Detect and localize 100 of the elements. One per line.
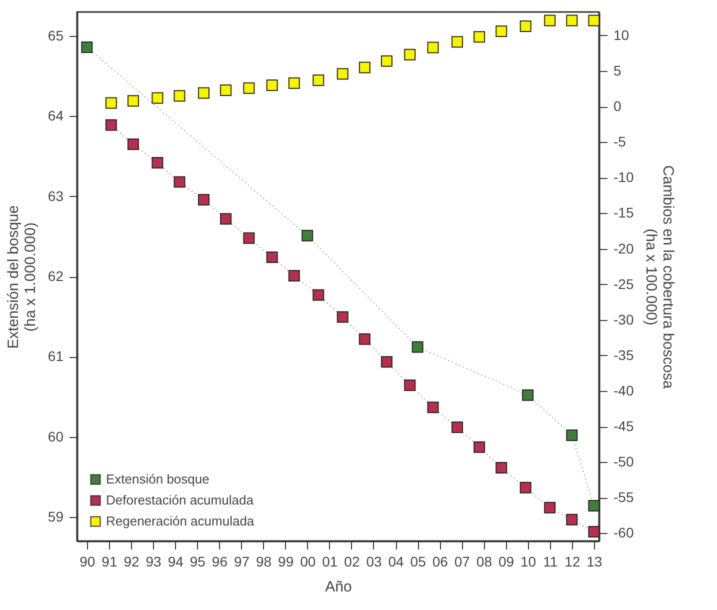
point (588, 500, 600, 512)
x-tick-label: 91 (102, 554, 118, 570)
y2-tick-label: -50 (614, 454, 634, 470)
point (496, 25, 508, 37)
y2-tick-label: -25 (614, 276, 634, 292)
point (520, 482, 532, 494)
y2-tick-label: 0 (614, 98, 622, 114)
point (544, 502, 556, 514)
point (81, 42, 93, 54)
x-tick-label: 12 (564, 554, 580, 570)
y2-axis-title: Cambios en la cobertura boscosa (ha x 100.000) (642, 165, 677, 390)
point (220, 213, 232, 225)
x-tick-label: 00 (300, 554, 316, 570)
x-tick-label: 13 (586, 554, 602, 570)
y-tick-label: 60 (48, 428, 64, 444)
point (452, 421, 463, 433)
x-tick-label: 94 (168, 554, 184, 570)
point (312, 74, 324, 86)
point (266, 252, 278, 264)
legend-label: Extensión bosque (106, 472, 210, 486)
y-tick-label: 64 (48, 108, 64, 124)
x-tick-label: 90 (80, 554, 96, 570)
y2-tick-label: -60 (614, 524, 634, 541)
point (198, 87, 210, 99)
point (312, 289, 324, 301)
y-tick-label: 61 (48, 348, 64, 364)
y-tick-label: 65 (48, 28, 64, 44)
point (474, 31, 486, 43)
x-tick-label: 99 (278, 554, 294, 570)
point (404, 380, 416, 392)
point (520, 20, 532, 32)
x-tick-label: 02 (344, 554, 360, 570)
x-axis-title: Año (325, 578, 352, 596)
point (198, 194, 210, 206)
point (358, 62, 370, 74)
y2-tick-label: -35 (614, 346, 634, 363)
y-tick-label: 59 (48, 508, 64, 524)
point (105, 119, 117, 131)
point (288, 270, 300, 282)
x-tick-label: 93 (146, 554, 162, 570)
point (336, 68, 348, 80)
point (243, 232, 255, 244)
x-tick-label: 08 (476, 554, 492, 570)
legend-label: Regeneración acumulada (106, 514, 255, 528)
point (452, 36, 463, 48)
point (174, 90, 186, 102)
point (380, 356, 392, 368)
point (266, 79, 278, 91)
point (127, 138, 139, 150)
y2-tick-label: -45 (614, 418, 634, 434)
y2-tick-label: -15 (614, 204, 634, 221)
point (412, 341, 424, 353)
y2-tick-label: -40 (614, 382, 634, 398)
point (404, 48, 416, 60)
y2-tick-label: 10 (614, 26, 630, 43)
x-tick-label: 04 (388, 554, 404, 570)
x-tick-label: 06 (432, 554, 448, 570)
x-tick-label: 92 (124, 554, 140, 570)
point (105, 97, 117, 109)
y2-tick-label: -30 (614, 311, 634, 328)
point (522, 389, 534, 401)
point (544, 14, 556, 26)
point (496, 462, 508, 474)
y-tick-label: 62 (48, 268, 64, 284)
point (474, 441, 486, 453)
point (566, 514, 578, 526)
point (302, 230, 314, 242)
legend-label: Deforestación acumulada (106, 492, 254, 508)
x-tick-label: 96 (212, 554, 228, 570)
x-tick-label: 07 (454, 554, 470, 570)
point (566, 429, 578, 441)
point (358, 333, 370, 345)
x-tick-label: 11 (543, 554, 558, 570)
point (288, 77, 300, 89)
x-tick-label: 01 (322, 554, 338, 570)
point (174, 176, 186, 188)
point (566, 14, 578, 26)
point (380, 55, 392, 67)
point (152, 156, 164, 168)
y2-tick-label: -20 (614, 240, 634, 256)
x-tick-label: 10 (520, 554, 536, 570)
point (427, 42, 439, 54)
x-tick-label: 97 (234, 554, 250, 570)
point (243, 82, 255, 94)
y2-tick-label: -55 (614, 489, 634, 506)
x-tick-label: 03 (366, 554, 382, 570)
point (220, 84, 232, 96)
x-tick-label: 95 (190, 554, 206, 570)
point (336, 311, 348, 323)
x-tick-label: 05 (410, 554, 426, 570)
point (127, 95, 139, 107)
y2-tick-label: -5 (614, 134, 626, 150)
y-tick-label: 63 (48, 188, 64, 204)
point (427, 402, 439, 414)
y2-tick-label: -10 (614, 169, 634, 186)
point (588, 14, 600, 26)
y2-tick-label: 5 (614, 62, 622, 79)
x-tick-label: 09 (498, 554, 514, 570)
y-axis-title: Extensión del bosque (ha x 1.000.000) (4, 205, 39, 349)
point (588, 526, 600, 538)
